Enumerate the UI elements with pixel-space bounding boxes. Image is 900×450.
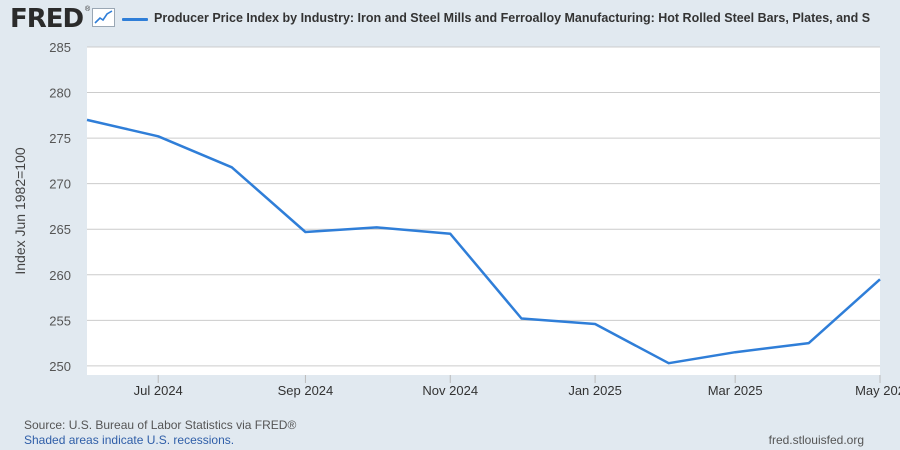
gridlines bbox=[87, 46, 880, 367]
data-point[interactable] bbox=[301, 228, 309, 236]
x-tick-label: Jul 2024 bbox=[134, 383, 183, 398]
plot-area bbox=[87, 47, 880, 375]
data-point[interactable] bbox=[446, 230, 454, 238]
data-point[interactable] bbox=[591, 320, 599, 328]
y-axis-ticks: 250 255 260 265 270 275 280 285 bbox=[49, 40, 71, 374]
x-tick-label: Sep 2024 bbox=[278, 383, 334, 398]
y-tick-label: 280 bbox=[49, 86, 71, 101]
data-point[interactable] bbox=[665, 359, 673, 367]
data-point[interactable] bbox=[83, 116, 91, 124]
data-point[interactable] bbox=[805, 339, 813, 347]
data-point[interactable] bbox=[876, 275, 884, 283]
y-tick-label: 265 bbox=[49, 222, 71, 237]
series-layer bbox=[83, 116, 884, 367]
x-tick-label: Mar 2025 bbox=[708, 383, 763, 398]
fred-logo-registered-mark: ® bbox=[85, 6, 91, 13]
footer-notes: Source: U.S. Bureau of Labor Statistics … bbox=[24, 418, 296, 448]
y-tick-label: 285 bbox=[49, 40, 71, 55]
x-tick-label: Nov 2024 bbox=[422, 383, 478, 398]
y-tick-label: 270 bbox=[49, 177, 71, 192]
fred-logo[interactable]: FRED bbox=[10, 4, 84, 34]
site-link[interactable]: fred.stlouisfed.org bbox=[768, 433, 864, 447]
data-point[interactable] bbox=[373, 223, 381, 231]
x-tick-label: May 202 bbox=[855, 383, 900, 398]
y-tick-label: 250 bbox=[49, 359, 71, 374]
y-tick-label: 275 bbox=[49, 131, 71, 146]
series-line[interactable] bbox=[86, 118, 881, 365]
legend-series-label[interactable]: Producer Price Index by Industry: Iron a… bbox=[154, 11, 871, 25]
legend-series-swatch bbox=[122, 18, 148, 21]
x-tick-label: Jan 2025 bbox=[568, 383, 622, 398]
y-tick-label: 255 bbox=[49, 313, 71, 328]
y-tick-label: 260 bbox=[49, 268, 71, 283]
chart-header: FRED ® Producer Price Index by Industry:… bbox=[0, 0, 900, 40]
fred-graph-icon bbox=[92, 8, 115, 27]
data-point[interactable] bbox=[154, 132, 162, 140]
source-note: Source: U.S. Bureau of Labor Statistics … bbox=[24, 418, 297, 432]
x-axis-ticks: Jul 2024 Sep 2024 Nov 2024 Jan 2025 Mar 2025… bbox=[134, 375, 900, 398]
y-axis-label: Index Jun 1982=100 bbox=[12, 147, 28, 274]
data-point[interactable] bbox=[517, 315, 525, 323]
data-point[interactable] bbox=[731, 348, 739, 356]
recession-note[interactable]: Shaded areas indicate U.S. recessions. bbox=[24, 433, 235, 447]
data-point[interactable] bbox=[228, 163, 236, 171]
